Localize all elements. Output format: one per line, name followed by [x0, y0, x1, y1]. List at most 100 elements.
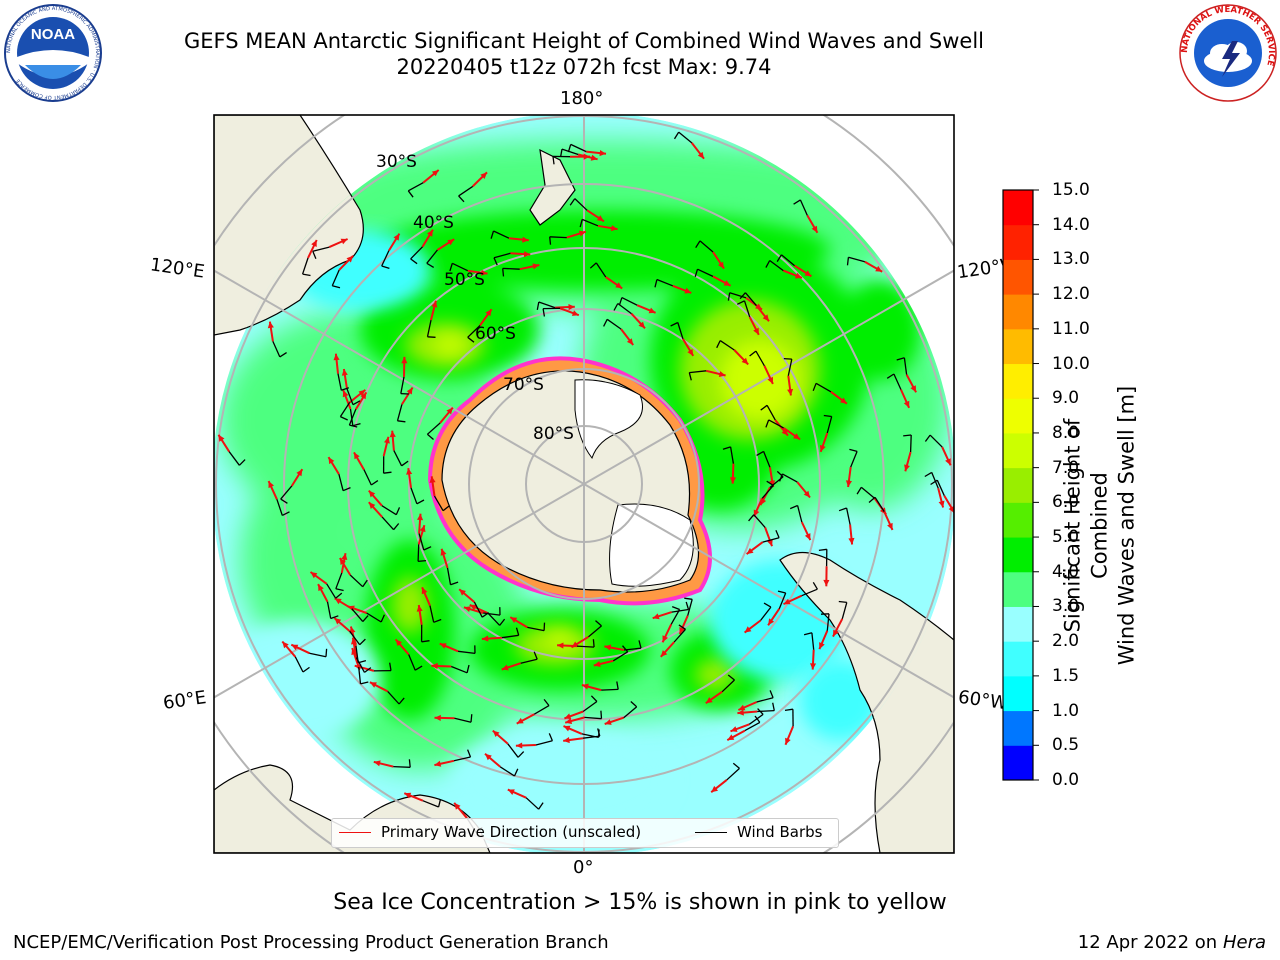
- legend-red-line: [339, 831, 371, 833]
- wind-barb-flag: [466, 749, 472, 758]
- wind-barb-flag: [778, 473, 784, 482]
- wind-barb-staff: [845, 507, 851, 525]
- wind-barb-flag: [688, 372, 692, 381]
- wind-barb-staff: [759, 606, 772, 621]
- colorbar-segment: [1003, 571, 1033, 607]
- wind-barb-flag: [408, 759, 411, 768]
- wave-arrow-head: [333, 353, 340, 361]
- wave-arrow-head: [282, 641, 289, 649]
- colorbar-tick-label: 9.0: [1052, 388, 1080, 409]
- wind-barb-flag: [513, 768, 519, 777]
- wind-barb-flag: [616, 681, 619, 690]
- wind-barb-flag: [418, 559, 427, 563]
- graticule: [214, 115, 954, 853]
- wind-barb-flag: [302, 273, 311, 277]
- wind-barb-flag: [838, 600, 847, 604]
- wave-arrow-head: [431, 300, 438, 308]
- wave-arrow-head: [819, 444, 826, 452]
- wind-barb-staff: [422, 800, 439, 808]
- wind-barb-flag: [426, 433, 434, 440]
- wind-barb-flag: [654, 279, 658, 288]
- colorbar-segment: [1003, 224, 1033, 260]
- wave-arrow-head: [434, 760, 442, 767]
- wave-arrow-head: [485, 753, 492, 761]
- wave-arrow-head: [373, 760, 381, 767]
- wind-barb-flag: [426, 262, 435, 268]
- wind-barb-staff: [678, 131, 693, 144]
- wind-barb-flag: [716, 340, 721, 349]
- wave-arrow-head: [604, 644, 612, 651]
- wave-arrow-head: [360, 392, 367, 400]
- wave-arrow-head: [804, 270, 812, 277]
- wind-barb-staff: [407, 182, 424, 192]
- wind-barb-staff: [606, 318, 622, 330]
- date-text: 12 Apr 2022 on: [1077, 932, 1218, 953]
- credit-text: NCEP/EMC/Verification Post Processing Pr…: [13, 932, 609, 953]
- wind-barb-staff: [755, 350, 765, 367]
- colorbar-tick-label: 12.0: [1052, 284, 1090, 305]
- wind-barb-flag: [536, 301, 540, 311]
- wave-arrow-head: [406, 468, 413, 475]
- wave-arrow-head: [705, 697, 713, 704]
- wind-barb-flag: [330, 615, 339, 620]
- wind-barb-flag: [421, 640, 430, 643]
- wave-arrow-head: [507, 789, 515, 795]
- wind-barbs: [228, 131, 945, 834]
- wind-barb-staff: [761, 485, 774, 499]
- colorbar-segment: [1003, 641, 1033, 677]
- wind-barb-flag: [694, 269, 699, 277]
- wind-barb-flag: [533, 651, 538, 660]
- colorbar-tick-label: 10.0: [1052, 353, 1090, 374]
- lat-label-30s: 30°S: [376, 152, 417, 172]
- wind-barb-flag: [381, 265, 390, 270]
- wave-arrow-head: [501, 664, 509, 671]
- wind-barb-flag: [362, 615, 369, 623]
- wind-barb-staff: [929, 434, 943, 448]
- wave-arrow-head: [563, 725, 571, 732]
- wave-arrow-head: [369, 682, 377, 688]
- wave-arrow-head: [434, 714, 441, 721]
- wind-barb-flag: [772, 702, 775, 711]
- wind-barb-staff: [467, 325, 481, 338]
- wave-arrow-head: [648, 307, 656, 314]
- wind-barb-flag: [302, 666, 310, 673]
- wind-barb-staff: [326, 583, 337, 599]
- lon-label-0: 0°: [573, 857, 594, 878]
- wave-arrow-head: [395, 639, 402, 647]
- wave-arrow-head: [718, 371, 726, 377]
- wind-barb-staff: [673, 628, 686, 643]
- wind-barb-staff: [909, 434, 912, 453]
- wave-arrow-head: [578, 230, 586, 237]
- wind-barb-flag: [397, 420, 406, 423]
- wind-barb-flag: [765, 260, 771, 268]
- wind-barb-flag: [360, 681, 369, 685]
- wave-arrow-head: [948, 505, 954, 513]
- wind-barb-staff: [507, 743, 519, 758]
- colorbar-tick-label: 1.5: [1052, 665, 1080, 686]
- wave-arrow-head: [349, 626, 356, 634]
- wind-barb-staff: [574, 198, 588, 211]
- wind-barb-flag: [458, 195, 465, 203]
- wind-barb-staff: [743, 300, 751, 318]
- wind-barb-staff: [348, 409, 357, 426]
- wind-barb-staff: [525, 797, 540, 810]
- wind-barb-staff: [309, 652, 327, 658]
- wave-arrow-head: [406, 387, 413, 395]
- wave-arrow-head: [341, 369, 348, 376]
- wave-arrow-head: [393, 233, 400, 241]
- wind-barb-staff: [453, 756, 471, 762]
- wind-barb-flag: [775, 530, 780, 538]
- wind-barb-flag: [838, 507, 847, 512]
- wind-barb-flag: [766, 480, 774, 487]
- wave-arrow-head: [463, 606, 471, 612]
- wind-barb-staff: [294, 656, 304, 673]
- wind-barb-staff: [581, 218, 599, 227]
- wave-arrow-head: [697, 151, 704, 159]
- wind-barb-staff: [811, 632, 815, 650]
- wind-barb-flag: [410, 258, 418, 265]
- colorbar-tick-label: 6.0: [1052, 492, 1080, 513]
- wind-barb-staff: [787, 358, 793, 376]
- wind-barb-flag: [517, 751, 525, 758]
- wind-barb-flag: [769, 690, 774, 698]
- wind-barb-staff: [782, 473, 798, 483]
